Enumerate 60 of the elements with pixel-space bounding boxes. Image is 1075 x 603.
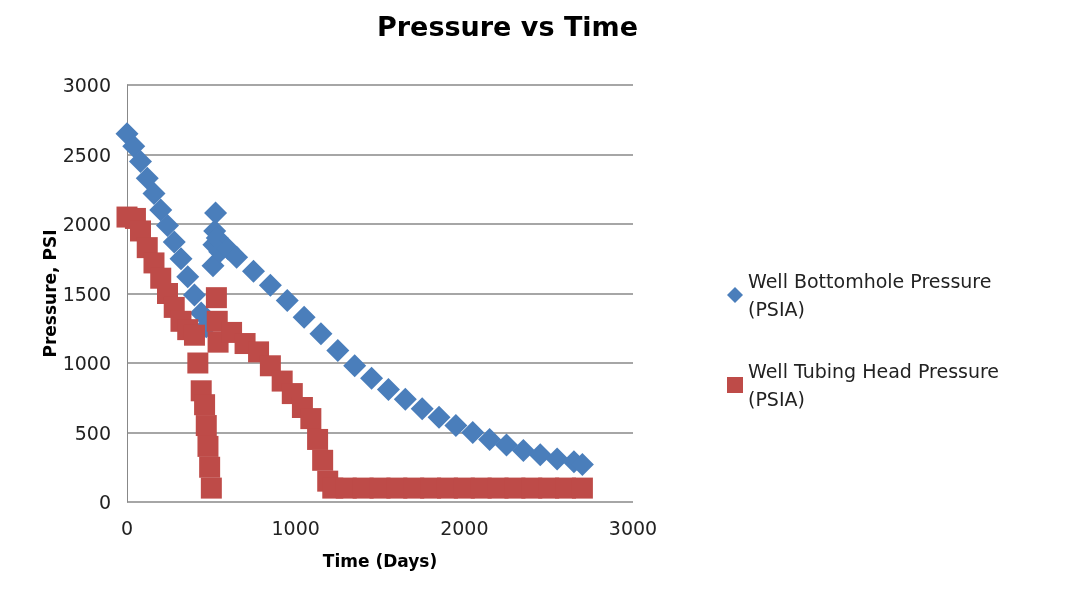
point <box>309 322 333 346</box>
point <box>511 439 535 463</box>
y-tick-label: 2000 <box>62 213 111 235</box>
y-tick-label: 0 <box>98 491 111 513</box>
point <box>444 414 468 438</box>
point <box>187 352 209 374</box>
point <box>200 477 222 499</box>
point <box>201 254 225 278</box>
point <box>197 435 219 457</box>
point <box>149 198 173 222</box>
point <box>571 477 593 499</box>
y-tick-label: 1000 <box>62 352 111 374</box>
point <box>275 288 299 312</box>
point <box>410 397 434 421</box>
x-tick-label: 2000 <box>440 516 489 539</box>
point <box>195 415 217 437</box>
x-tick-label: 3000 <box>608 516 658 539</box>
point <box>169 247 193 271</box>
point <box>312 449 334 471</box>
chart-title: Pressure vs Time <box>377 11 638 42</box>
x-axis-title: Time (Days) <box>322 550 438 571</box>
legend-label: Well Bottomhole Pressure (PSIA) <box>748 270 992 320</box>
point <box>194 394 216 416</box>
point <box>182 283 206 307</box>
point <box>326 338 350 362</box>
y-tick-label: 3000 <box>62 74 111 96</box>
point <box>199 456 221 478</box>
point <box>307 428 329 450</box>
point <box>376 377 400 401</box>
point <box>135 166 159 190</box>
point <box>204 201 228 225</box>
point <box>545 447 569 471</box>
point <box>128 149 152 173</box>
point <box>427 405 451 429</box>
point <box>122 134 146 158</box>
x-tick-label: 1000 <box>271 516 320 539</box>
point <box>495 433 518 457</box>
point <box>225 245 249 269</box>
point <box>360 366 384 390</box>
point <box>258 273 282 297</box>
point <box>155 213 179 237</box>
point <box>205 287 227 309</box>
point <box>162 230 186 254</box>
point <box>242 259 265 283</box>
x-tick-label: 0 <box>120 516 134 539</box>
point <box>461 421 485 444</box>
point <box>393 387 417 411</box>
point <box>176 265 200 289</box>
point <box>292 305 316 329</box>
point <box>300 408 322 430</box>
y-tick-label: 1500 <box>62 282 111 305</box>
point <box>528 443 552 467</box>
point <box>142 181 166 205</box>
y-axis-title: Pressure, PSI <box>40 229 61 358</box>
point <box>343 354 367 378</box>
y-tick-label: 500 <box>74 421 111 444</box>
y-tick-label: 2500 <box>62 143 111 166</box>
point <box>183 324 205 346</box>
legend-label: Well Tubing Head Pressure (PSIA) <box>748 360 1000 410</box>
point <box>478 427 502 451</box>
